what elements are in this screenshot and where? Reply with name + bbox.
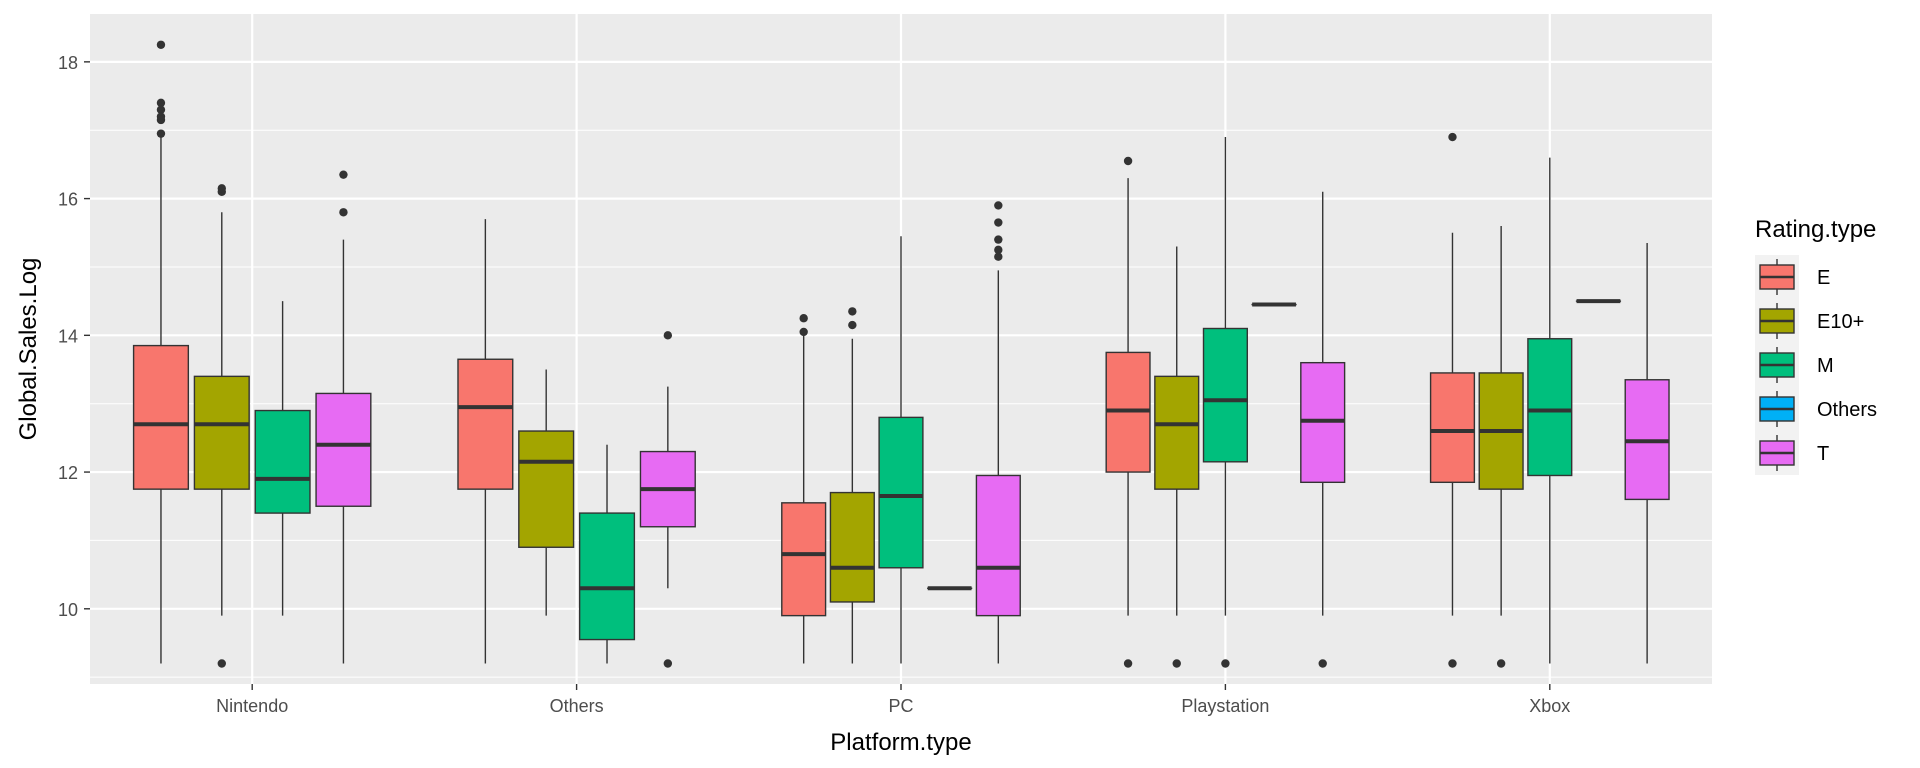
box-others-e — [457, 219, 514, 664]
box-body — [1154, 375, 1200, 490]
outlier-point — [339, 208, 348, 217]
box-body — [1429, 372, 1476, 484]
box-body — [829, 491, 875, 603]
legend-label: T — [1817, 443, 1829, 465]
outlier-point — [799, 327, 808, 337]
y-tick-label: 12 — [58, 463, 78, 483]
legend-items: E E10+ M Others T — [1755, 255, 1877, 475]
x-tick-label: Others — [550, 696, 604, 716]
legend-label: E10+ — [1817, 311, 1864, 333]
box-body — [193, 375, 250, 490]
outlier-point — [994, 252, 1003, 261]
outlier-point — [156, 129, 166, 138]
box-body — [578, 512, 636, 641]
outlier-point — [1172, 659, 1181, 668]
outlier-point — [217, 184, 226, 193]
box-body — [1202, 327, 1248, 463]
box-xbox-m — [1527, 157, 1573, 664]
box-body — [132, 344, 190, 490]
outlier-point — [156, 40, 166, 49]
box-pc-e10 — [829, 307, 875, 664]
x-axis-title: Platform.type — [830, 729, 971, 756]
x-tick-label: Xbox — [1529, 696, 1570, 716]
box-body — [878, 416, 924, 569]
legend-label: Others — [1817, 399, 1877, 421]
y-tick-label: 16 — [58, 190, 78, 210]
outlier-point — [1448, 132, 1457, 142]
y-axis-title: Global.Sales.Log — [15, 258, 42, 441]
box-body — [975, 474, 1021, 617]
legend-item-t: T — [1759, 435, 1829, 471]
boxes-layer — [132, 40, 1670, 668]
outlier-point — [994, 201, 1003, 210]
outlier-point — [156, 105, 166, 114]
legend-item-e10: E10+ — [1759, 303, 1864, 339]
box-body — [781, 502, 827, 617]
outlier-point — [994, 235, 1003, 244]
outlier-point — [799, 314, 808, 323]
box-playstation-t — [1300, 191, 1346, 668]
outlier-point — [1448, 659, 1457, 668]
outlier-point — [1123, 156, 1133, 166]
box-body — [1527, 338, 1573, 477]
box-nintendo-e — [132, 40, 190, 664]
box-others-e10 — [518, 369, 575, 616]
box-body — [254, 409, 311, 514]
box-nintendo-e10 — [193, 184, 250, 668]
box-body — [518, 430, 575, 548]
box-xbox-e10 — [1478, 225, 1524, 668]
outlier-point — [994, 245, 1003, 255]
box-playstation-m — [1202, 137, 1248, 668]
box-pc-e — [781, 314, 827, 664]
outlier-point — [217, 659, 226, 668]
legend-title: Rating.type — [1755, 216, 1876, 243]
outlier-point — [156, 98, 166, 108]
x-tick-label: Nintendo — [216, 696, 288, 716]
legend-label: E — [1817, 267, 1830, 289]
x-axis: Nintendo Others PC Playstation Xbox — [216, 684, 1570, 716]
outlier-point — [848, 307, 857, 316]
box-xbox-e — [1429, 132, 1476, 668]
outlier-point — [1221, 659, 1230, 668]
legend-item-e: E — [1759, 259, 1830, 295]
outlier-point — [994, 218, 1003, 227]
outlier-point — [1123, 659, 1133, 668]
box-playstation-e — [1105, 156, 1151, 668]
y-tick-label: 18 — [58, 53, 78, 73]
y-tick-label: 10 — [58, 600, 78, 620]
legend: Rating.type E E10+ M Others T — [1755, 216, 1877, 475]
outlier-point — [1496, 659, 1506, 668]
outlier-point — [663, 659, 673, 668]
legend-label: M — [1817, 355, 1834, 377]
outlier-point — [339, 170, 348, 179]
y-tick-label: 14 — [58, 326, 78, 346]
legend-item-m: M — [1759, 347, 1834, 383]
box-nintendo-m — [254, 301, 311, 616]
outlier-point — [848, 320, 857, 330]
legend-item-others: Others — [1759, 391, 1877, 427]
outlier-point — [663, 331, 673, 340]
box-pc-m — [878, 236, 924, 664]
box-pc-t — [975, 201, 1021, 664]
box-xbox-t — [1624, 243, 1670, 664]
outlier-point — [156, 115, 166, 125]
outlier-point — [1318, 659, 1327, 668]
x-tick-label: Playstation — [1181, 696, 1269, 716]
x-tick-label: PC — [888, 696, 913, 716]
box-nintendo-t — [315, 170, 372, 664]
box-body — [315, 392, 372, 507]
box-body — [457, 358, 514, 490]
box-others-m — [578, 444, 636, 664]
box-playstation-e10 — [1154, 246, 1200, 668]
box-others-t — [639, 331, 696, 668]
y-axis: 10 12 14 16 18 — [58, 53, 90, 620]
